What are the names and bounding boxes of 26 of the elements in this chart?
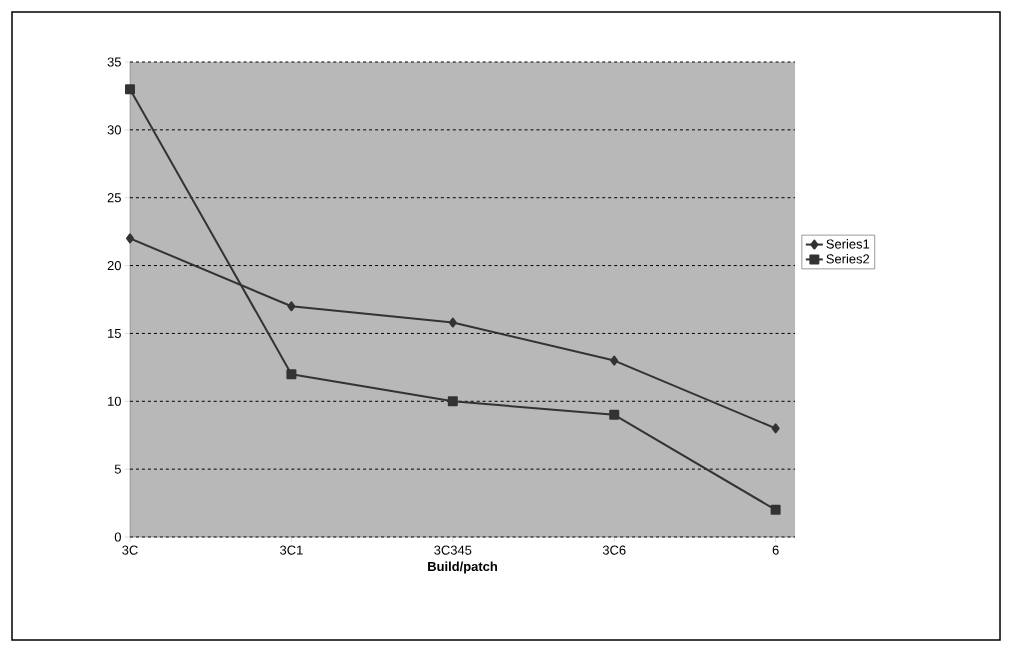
- x-axis-title: Build/patch: [428, 561, 497, 574]
- point: [771, 423, 780, 434]
- legend-label: Series1: [826, 239, 870, 249]
- point: [770, 504, 781, 515]
- legend-label: Series2: [826, 253, 870, 264]
- point: [286, 369, 297, 380]
- x-tick-label: 3C1: [280, 545, 303, 555]
- x-tick-label: 3C: [122, 545, 138, 555]
- y-tick-label: 25: [107, 193, 121, 203]
- point: [125, 84, 135, 95]
- point: [610, 355, 619, 366]
- point: [447, 396, 458, 407]
- y-tick-label: 20: [107, 260, 121, 271]
- y-tick-label: 30: [107, 125, 121, 135]
- point: [448, 317, 457, 328]
- y-tick-label: 5: [114, 464, 121, 474]
- point: [126, 233, 134, 244]
- y-tick-label: 0: [114, 532, 121, 542]
- y-tick-label: 35: [107, 57, 121, 67]
- x-tick-label: 3C6: [602, 545, 626, 555]
- x-tick-label: 3C345: [434, 545, 472, 555]
- x-tick-label: 6: [772, 545, 779, 555]
- point: [609, 409, 620, 420]
- y-tick-label: 15: [108, 328, 121, 338]
- y-tick-label: 10: [108, 396, 121, 406]
- point: [287, 301, 296, 312]
